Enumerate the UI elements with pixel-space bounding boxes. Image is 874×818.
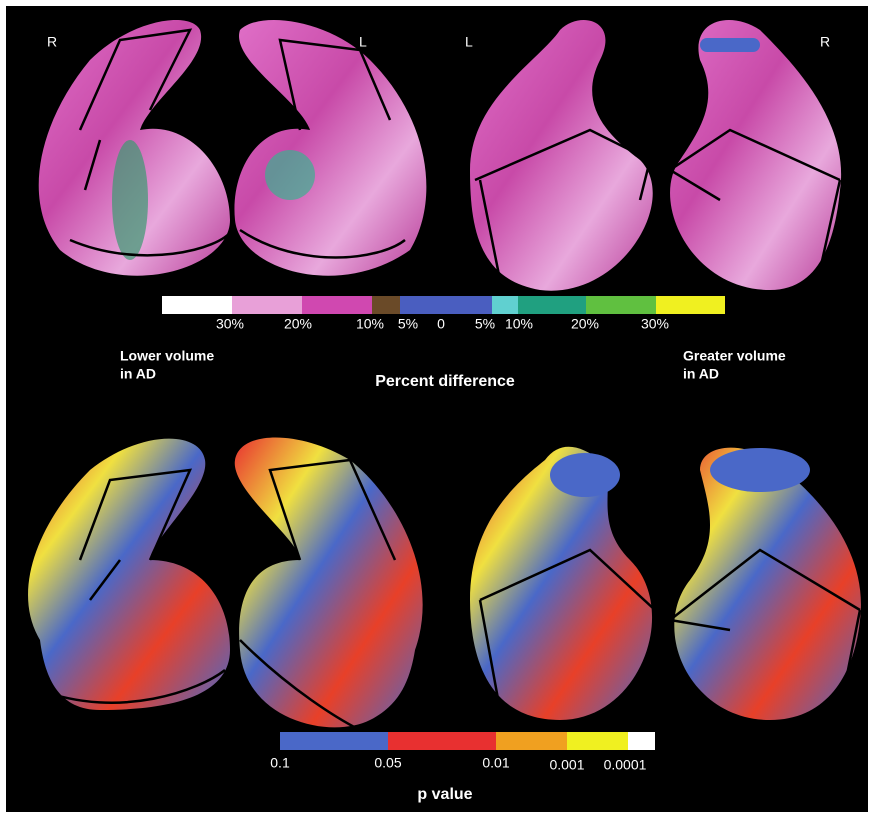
right-caption: in AD bbox=[683, 366, 719, 382]
colorbar-tick-label: 30% bbox=[641, 316, 669, 332]
axis-title: p value bbox=[417, 786, 472, 803]
colorbar-tick-label: 0 bbox=[437, 316, 445, 332]
colorbar-tick-label: 20% bbox=[571, 316, 599, 332]
colorbar-tick-label: 0.05 bbox=[374, 755, 401, 771]
side-label: L bbox=[465, 34, 473, 50]
left-caption: Lower volume bbox=[120, 348, 214, 364]
colorbar-tick-label: 10% bbox=[356, 316, 384, 332]
colorbar-tick-label: 30% bbox=[216, 316, 244, 332]
colorbar-p bbox=[280, 732, 655, 750]
colorbar-tick-label: 0.001 bbox=[549, 757, 584, 773]
side-label: R bbox=[820, 34, 830, 50]
colorbar-tick-label: 10% bbox=[505, 316, 533, 332]
colorbar-tick-label: 0.01 bbox=[482, 755, 509, 771]
axis-title: Percent difference bbox=[375, 373, 515, 390]
colorbar-tick-label: 5% bbox=[475, 316, 495, 332]
side-label: R bbox=[47, 34, 57, 50]
figure: R L L R 30% 20% 10% 5% 0 5% 10% 20% 30% … bbox=[0, 0, 874, 818]
colorbar-tick-label: 0.0001 bbox=[604, 757, 647, 773]
colorbar-tick-label: 5% bbox=[398, 316, 418, 332]
colorbar-tick-label: 20% bbox=[284, 316, 312, 332]
side-label: L bbox=[359, 34, 367, 50]
colorbar-tick-label: 0.1 bbox=[270, 755, 290, 771]
right-caption: Greater volume bbox=[683, 348, 786, 364]
left-caption: in AD bbox=[120, 366, 156, 382]
colorbar-percent bbox=[162, 296, 725, 314]
